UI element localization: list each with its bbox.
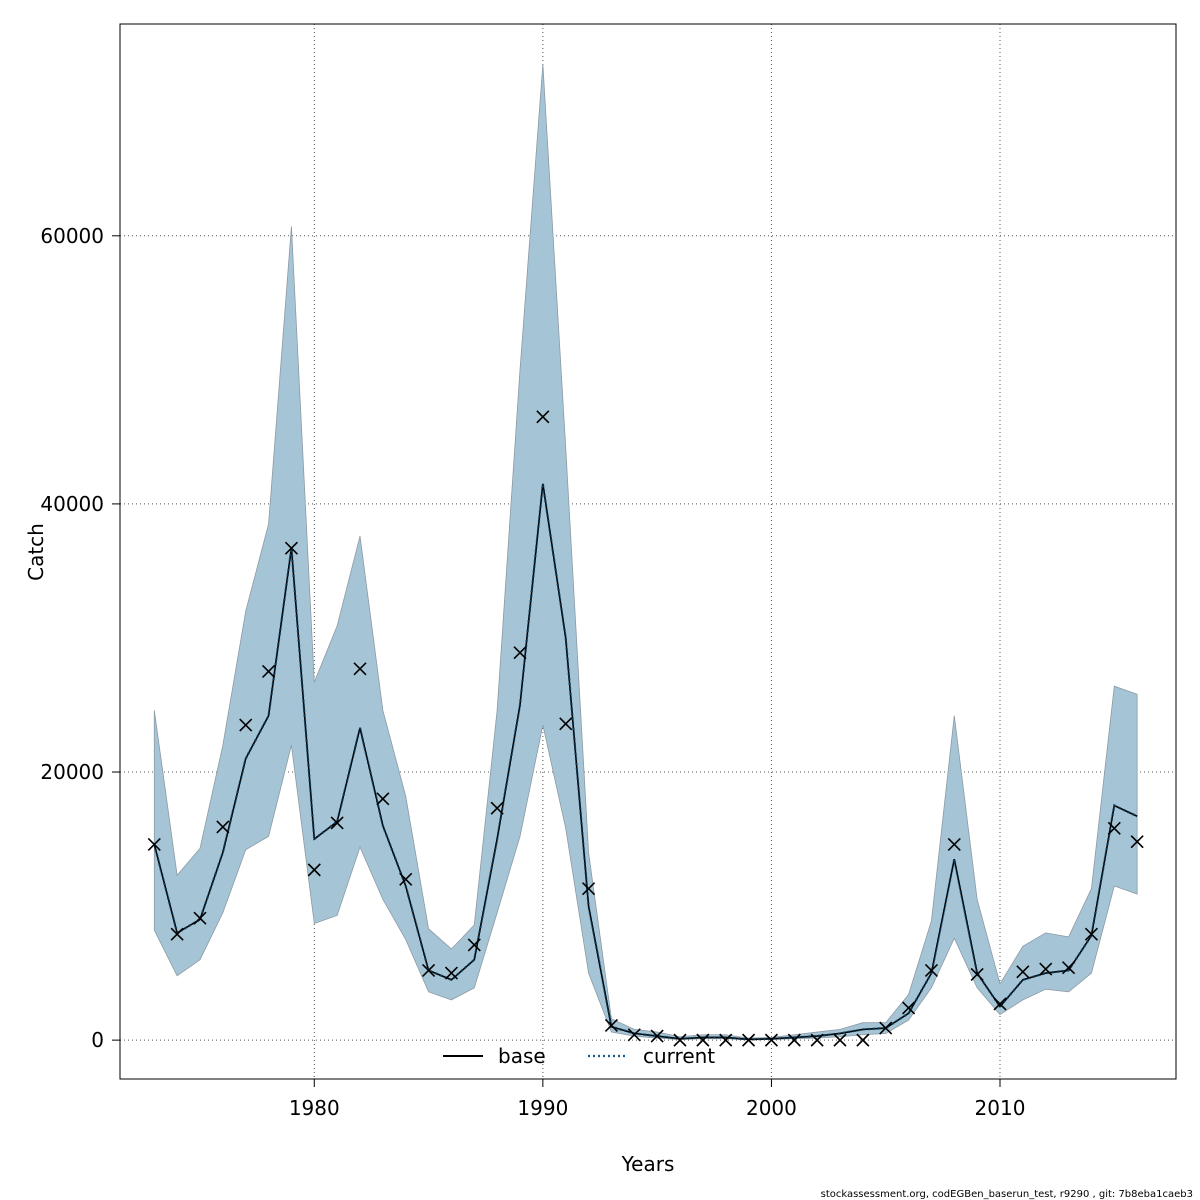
observed-point: [170, 927, 184, 941]
observed-point: [582, 882, 596, 896]
observed-point: [444, 966, 458, 980]
observed-point: [947, 837, 961, 851]
observed-point: [902, 1001, 916, 1015]
legend: base current: [443, 1044, 715, 1068]
x-axis-title: Years: [621, 1152, 675, 1176]
observed-point: [673, 1033, 687, 1047]
observed-point: [696, 1033, 710, 1047]
observed-point: [810, 1033, 824, 1047]
observed-point: [330, 816, 344, 830]
observed-point: [1016, 965, 1030, 979]
plot-frame: [119, 23, 1177, 1080]
observed-point: [650, 1029, 664, 1043]
observed-point: [239, 718, 253, 732]
legend-base-label: base: [498, 1044, 546, 1068]
legend-current-label: current: [643, 1044, 715, 1068]
observed-point: [1107, 821, 1121, 835]
observed-point: [787, 1033, 801, 1047]
observed-point: [307, 863, 321, 877]
observed-point: [262, 664, 276, 679]
observed-point: [764, 1033, 778, 1047]
y-tick-label: 20000: [40, 760, 104, 784]
series-line-current: [153, 483, 1138, 1041]
observed-point: [490, 801, 504, 815]
observed-point: [742, 1033, 756, 1047]
observed-point: [147, 837, 161, 851]
observed-point: [924, 963, 938, 977]
y-axis: 0 20000 40000 60000: [40, 224, 120, 1052]
observed-point: [627, 1028, 641, 1042]
observed-point: [353, 662, 367, 676]
observed-point: [604, 1018, 618, 1032]
series-lines-layer: [153, 483, 1138, 1041]
x-tick-label: 1990: [517, 1096, 568, 1120]
observed-point: [399, 872, 413, 886]
x-tick-label: 2010: [975, 1096, 1026, 1120]
observed-point: [513, 646, 527, 660]
observed-point: [536, 410, 550, 424]
observed-point: [422, 963, 436, 977]
observed-point: [376, 792, 390, 806]
confidence-band-layer: [153, 64, 1138, 1041]
observed-point: [1039, 962, 1053, 976]
observed-point: [1130, 835, 1144, 849]
y-tick-label: 0: [91, 1028, 104, 1052]
footnote: stockassessment.org, codEGBen_baserun_te…: [821, 1189, 1193, 1200]
observed-point: [216, 820, 230, 834]
confidence-band: [153, 64, 1138, 1041]
observed-point: [559, 717, 573, 731]
observed-point: [856, 1033, 870, 1047]
observed-point: [993, 997, 1007, 1011]
y-tick-label: 60000: [40, 224, 104, 248]
x-tick-label: 1980: [289, 1096, 340, 1120]
observed-point: [467, 938, 481, 952]
observed-point: [970, 967, 984, 982]
observed-point: [719, 1033, 733, 1047]
x-tick-label: 2000: [746, 1096, 797, 1120]
observed-point: [1084, 927, 1098, 941]
observed-markers-layer: [147, 410, 1144, 1047]
x-axis: 1980 1990 2000 2010: [289, 1079, 1026, 1120]
observed-point: [284, 541, 298, 555]
y-axis-title: Catch: [24, 523, 48, 581]
observed-point: [833, 1033, 847, 1047]
observed-point: [1062, 961, 1076, 975]
observed-point: [879, 1021, 893, 1035]
observed-point: [193, 911, 207, 925]
y-tick-label: 40000: [40, 492, 104, 516]
